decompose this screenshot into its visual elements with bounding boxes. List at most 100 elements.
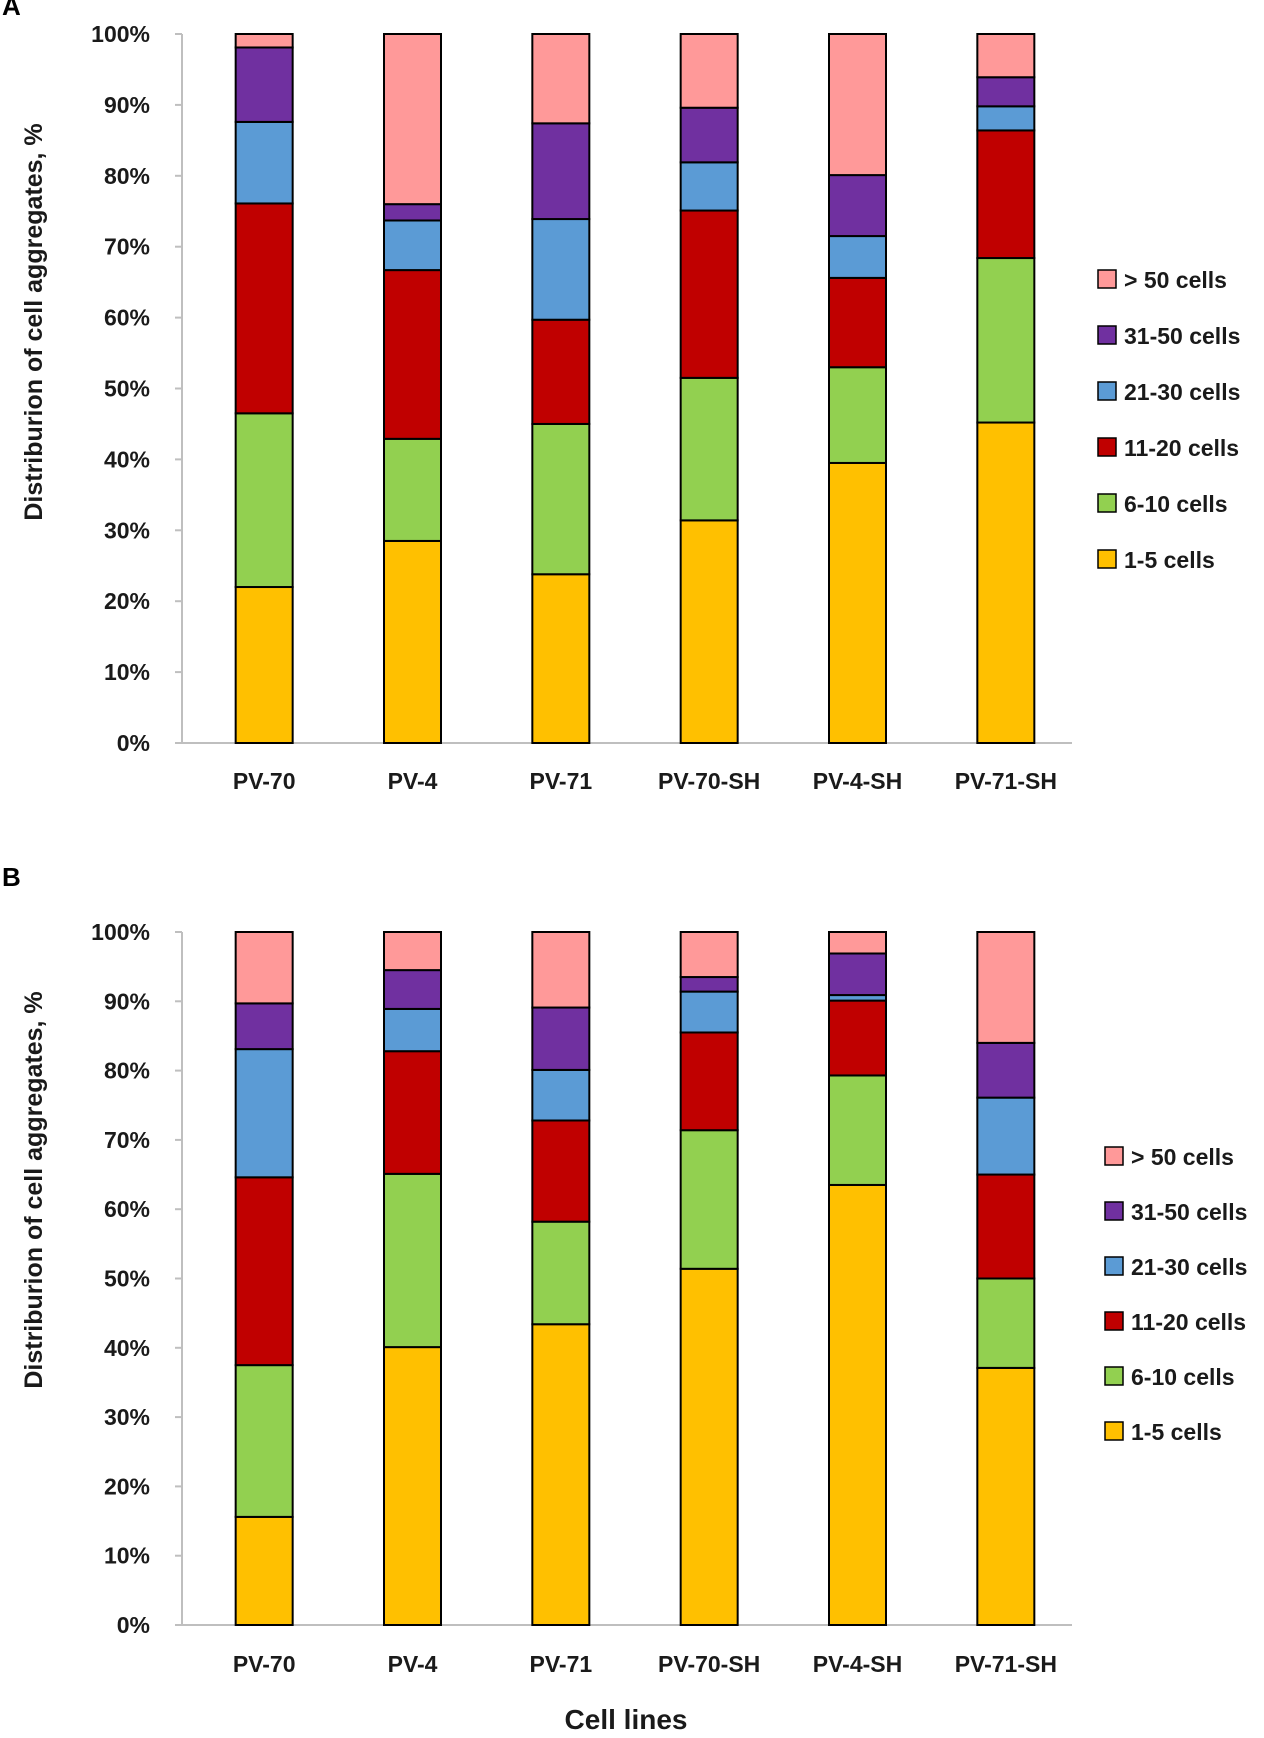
- x-tick-label: PV-71-SH: [955, 768, 1057, 794]
- panel-a-category-labels: PV-70 PV-4 PV-71 PV-70-SH PV-4-SH PV-71-SH: [233, 768, 1057, 794]
- bar-segment: [383, 1346, 442, 1627]
- bar-segment: [383, 219, 442, 272]
- y-tick-label: 50%: [104, 376, 150, 402]
- bar-segment: [828, 952, 887, 997]
- y-tick-label: 80%: [104, 163, 150, 189]
- bar-segment: [679, 33, 739, 109]
- bar-segment: [976, 1173, 1036, 1280]
- bar-segment: [234, 1364, 294, 1518]
- bar-segment: [383, 539, 442, 744]
- x-tick-label: PV-4-SH: [813, 1651, 902, 1677]
- y-tick-label: 20%: [104, 588, 150, 614]
- bar-segment: [531, 1220, 591, 1326]
- x-tick-label: PV-4-SH: [813, 768, 902, 794]
- legend-swatch: [1104, 1256, 1124, 1276]
- x-axis-label: Cell lines: [565, 1704, 688, 1735]
- bar-segment: [828, 1183, 887, 1626]
- legend-item: 31-50 cells: [1104, 1199, 1247, 1225]
- bar-segment: [531, 318, 591, 425]
- bar-segment: [976, 421, 1036, 744]
- bar-segment: [679, 990, 739, 1034]
- x-tick-label: PV-71-SH: [955, 1651, 1057, 1677]
- legend-label: 21-30 cells: [1131, 1254, 1247, 1280]
- bar-segment: [234, 1176, 294, 1367]
- legend-item: 1-5 cells: [1104, 1419, 1222, 1445]
- legend-swatch: [1097, 325, 1117, 345]
- bar-segment: [234, 586, 294, 745]
- panel-a-chart: A 0% 10% 20% 30% 40% 50% 60% 70% 80% 90% 100% PV-7…: [2, 0, 1240, 794]
- legend-item: > 50 cells: [1097, 267, 1227, 293]
- panel-a-y-axis-label: Distriburion of cell aggregates, %: [20, 123, 48, 520]
- bar-segment: [679, 519, 739, 745]
- bar-segment: [976, 105, 1036, 132]
- bar-segment: [531, 1068, 591, 1122]
- bar-segment: [531, 218, 591, 321]
- panel-a-axes: 0% 10% 20% 30% 40% 50% 60% 70% 80% 90% 100%: [91, 21, 1072, 756]
- panel-a-bars: [234, 33, 1036, 745]
- bar-segment: [679, 1267, 739, 1626]
- bar-segment: [383, 1172, 442, 1349]
- bar-segment: [828, 366, 887, 464]
- legend-item: > 50 cells: [1104, 1144, 1234, 1170]
- bar-segment: [679, 1031, 739, 1132]
- x-tick-label: PV-70: [233, 1651, 296, 1677]
- bar-segment: [976, 33, 1036, 79]
- bar-segment: [828, 276, 887, 369]
- bar-segment: [234, 33, 294, 49]
- bar-segment: [976, 129, 1036, 260]
- bar-segment: [531, 573, 591, 744]
- bar-segment: [234, 120, 294, 205]
- legend-label: > 50 cells: [1124, 267, 1227, 293]
- legend-label: 11-20 cells: [1131, 1309, 1246, 1335]
- panel-b-y-axis-label: Distriburion of cell aggregates, %: [20, 991, 48, 1388]
- bar-segment: [679, 106, 739, 164]
- bar-segment: [531, 1323, 591, 1627]
- panel-b-legend: > 50 cells 31-50 cells 21-30 cells 11-20 ce…: [1104, 1144, 1247, 1445]
- legend-label: 11-20 cells: [1124, 435, 1239, 461]
- x-tick-label: PV-4: [388, 768, 438, 794]
- bar-segment: [679, 1129, 739, 1270]
- panel-b-axes: 0% 10% 20% 30% 40% 50% 60% 70% 80% 90% 100%: [91, 919, 1072, 1638]
- bar-segment: [828, 931, 887, 955]
- legend-swatch: [1104, 1311, 1124, 1331]
- bar-segment: [679, 376, 739, 522]
- x-tick-label: PV-4: [388, 1651, 438, 1677]
- bar-segment: [976, 1041, 1036, 1099]
- legend-label: 1-5 cells: [1131, 1419, 1222, 1445]
- y-tick-label: 80%: [104, 1058, 150, 1084]
- bar-segment: [383, 1007, 442, 1053]
- legend-item: 21-30 cells: [1097, 379, 1240, 405]
- bar-segment: [234, 1002, 294, 1051]
- bar-segment: [828, 999, 887, 1077]
- x-tick-label: PV-71: [530, 1651, 593, 1677]
- bar-segment: [234, 412, 294, 589]
- y-tick-label: 70%: [104, 234, 150, 260]
- y-tick-label: 0%: [117, 730, 150, 756]
- bar-segment: [531, 1119, 591, 1223]
- y-tick-label: 10%: [104, 659, 150, 685]
- legend-swatch: [1097, 549, 1117, 569]
- bar-segment: [383, 269, 442, 440]
- bar-segment: [679, 161, 739, 212]
- legend-item: 11-20 cells: [1097, 435, 1239, 461]
- bar-segment: [234, 1048, 294, 1179]
- bar-segment: [531, 1006, 591, 1071]
- bar-segment: [383, 33, 442, 206]
- bar-segment: [976, 1277, 1036, 1369]
- bar-segment: [531, 931, 591, 1009]
- bar-segment: [531, 422, 591, 576]
- y-tick-label: 40%: [104, 1335, 150, 1361]
- y-tick-label: 30%: [104, 517, 150, 543]
- bar-segment: [679, 209, 739, 379]
- bar-segment: [383, 969, 442, 1010]
- y-tick-label: 20%: [104, 1473, 150, 1499]
- bar-segment: [976, 76, 1036, 108]
- y-tick-label: 0%: [117, 1612, 150, 1638]
- bar-segment: [234, 931, 294, 1005]
- bar-segment: [383, 931, 442, 972]
- bar-segment: [976, 1096, 1036, 1176]
- x-tick-label: PV-70-SH: [658, 1651, 760, 1677]
- legend-label: 1-5 cells: [1124, 547, 1215, 573]
- legend-label: 31-50 cells: [1124, 323, 1240, 349]
